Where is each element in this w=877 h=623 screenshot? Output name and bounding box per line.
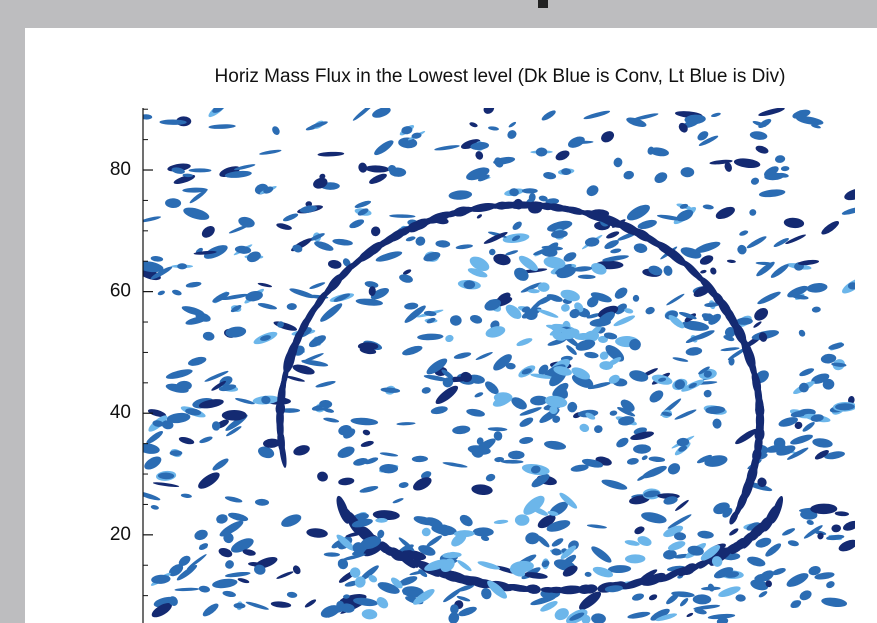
page: Horiz Mass Flux in the Lowest level (Dk … [0,0,877,623]
y-tick-label: 80 [110,159,131,180]
contour-blob [222,410,247,421]
chart-title: Horiz Mass Flux in the Lowest level (Dk … [215,66,786,87]
contour-blob [375,518,387,523]
y-tick-label: 20 [110,524,131,545]
contour-blob [464,280,476,289]
contour-blob [177,263,187,269]
cut-off-glyph [538,0,548,8]
contour-blob [522,188,538,193]
contour-blob [170,450,183,456]
y-tick-label: 40 [110,402,131,423]
chart: Horiz Mass Flux in the Lowest level (Dk … [0,0,877,623]
y-tick-label: 60 [110,281,131,302]
